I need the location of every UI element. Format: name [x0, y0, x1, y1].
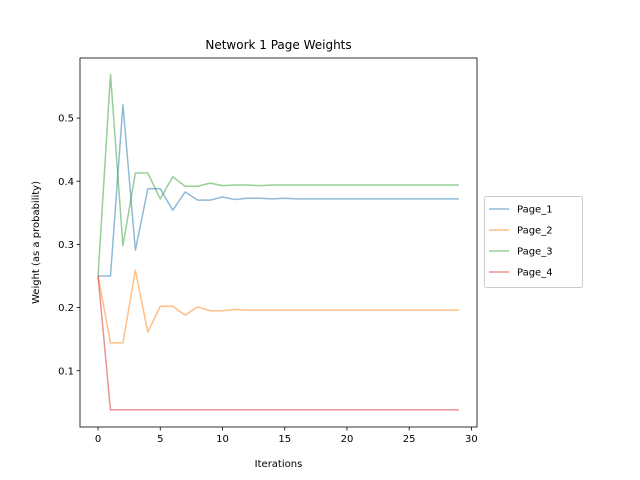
y-axis: 0.1 0.2 0.3 0.4 0.5 — [58, 114, 80, 377]
plot-area: 0 5 10 15 20 25 30 0.1 0.2 0.3 0.4 0.5 — [58, 57, 478, 445]
x-axis: 0 5 10 15 20 25 30 — [95, 427, 478, 445]
legend: Page_1 Page_2 Page_3 Page_4 — [484, 196, 583, 288]
y-tick-label: 0.2 — [58, 303, 74, 314]
x-tick-label: 0 — [95, 434, 101, 445]
x-tick-label: 20 — [341, 434, 354, 445]
y-tick-label: 0.1 — [58, 366, 74, 377]
x-tick-label: 10 — [216, 434, 229, 445]
plot-frame — [79, 57, 478, 428]
legend-frame — [484, 196, 583, 288]
x-tick-label: 30 — [465, 434, 478, 445]
y-tick-label: 0.3 — [58, 240, 74, 251]
x-tick-label: 5 — [157, 434, 163, 445]
x-axis-label: Iterations — [255, 459, 303, 470]
legend-items: Page_1 Page_2 Page_3 Page_4 — [489, 205, 553, 279]
series-line-page-2 — [97, 269, 459, 344]
series-line-page-3 — [97, 73, 459, 277]
y-tick-label: 0.4 — [58, 177, 74, 188]
series-line-page-4 — [97, 275, 459, 411]
legend-label: Page_3 — [517, 247, 553, 258]
chart-title: Network 1 Page Weights — [205, 38, 351, 52]
series-lines — [97, 73, 459, 411]
legend-label: Page_1 — [517, 205, 553, 216]
legend-label: Page_4 — [517, 268, 553, 279]
x-tick-label: 25 — [403, 434, 416, 445]
legend-label: Page_2 — [517, 226, 553, 237]
y-tick-label: 0.5 — [58, 114, 74, 125]
series-line-page-1 — [98, 104, 459, 277]
y-axis-label: Weight (as a probability) — [31, 181, 42, 304]
x-tick-label: 15 — [278, 434, 291, 445]
